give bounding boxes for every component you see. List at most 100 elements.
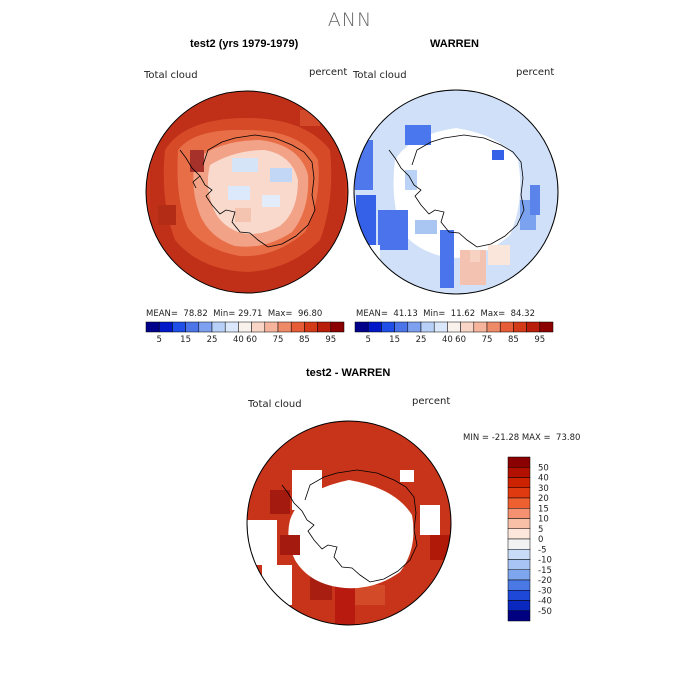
panel2-colorbar: 5 15 25 40 60 75 85 95 xyxy=(354,321,554,345)
colorbar-swatch xyxy=(507,559,531,570)
panel1-title: test2 (yrs 1979-1979) xyxy=(190,38,299,50)
colorbar-swatch xyxy=(433,321,448,333)
panel2-map-border xyxy=(353,89,559,295)
colorbar-swatch xyxy=(539,321,554,333)
colorbar-swatch xyxy=(507,467,531,478)
colorbar-swatch xyxy=(290,321,305,333)
colorbar-tick-label: 40 xyxy=(538,474,549,484)
colorbar-swatch xyxy=(507,497,531,509)
colorbar-swatch xyxy=(507,518,531,529)
page-title: ANN xyxy=(327,9,373,31)
panel3-stats: MIN = -21.28 MAX = 73.80 xyxy=(463,433,581,443)
colorbar-swatch xyxy=(317,321,332,333)
colorbar-swatch xyxy=(473,321,488,333)
colorbar-swatch xyxy=(507,528,531,540)
colorbar-swatch xyxy=(238,321,252,333)
panel1-coastline xyxy=(179,134,316,248)
colorbar-tick-label: 30 xyxy=(538,484,549,494)
colorbar-tick-label: 40 xyxy=(233,335,244,345)
colorbar-swatch xyxy=(264,321,279,333)
colorbar-swatch xyxy=(224,321,239,333)
colorbar-swatch xyxy=(507,569,531,581)
colorbar-tick-label: 40 xyxy=(442,335,453,345)
panel3-units: percent xyxy=(412,396,451,407)
colorbar-tick-label: -15 xyxy=(538,566,552,576)
panel2-map xyxy=(354,90,558,294)
colorbar-swatch xyxy=(198,321,213,333)
panel1-stats: MEAN= 78.82 Min= 29.71 Max= 96.80 xyxy=(146,309,323,319)
colorbar-tick-label: -20 xyxy=(538,576,552,586)
colorbar-swatch xyxy=(407,321,422,333)
colorbar-swatch xyxy=(420,321,435,333)
colorbar-tick-label: -30 xyxy=(538,586,552,596)
colorbar-tick-label: 60 xyxy=(455,335,466,345)
colorbar-swatch xyxy=(513,321,527,333)
colorbar-swatch xyxy=(507,549,531,560)
panel2-units: percent xyxy=(516,67,555,78)
panel2-variable: Total cloud xyxy=(353,70,407,81)
colorbar-swatch xyxy=(507,456,531,468)
panel3-map xyxy=(247,421,451,625)
colorbar-swatch xyxy=(507,487,531,499)
colorbar-tick-label: 25 xyxy=(207,335,218,345)
colorbar-swatch xyxy=(158,321,173,333)
colorbar-swatch xyxy=(330,321,345,333)
panel1-variable: Total cloud xyxy=(144,70,198,81)
colorbar-tick-label: -10 xyxy=(538,556,552,566)
colorbar-swatch xyxy=(507,600,531,611)
colorbar-tick-label: -50 xyxy=(538,607,552,617)
colorbar-tick-label: 15 xyxy=(180,335,191,345)
colorbar-tick-label: 75 xyxy=(482,335,493,345)
colorbar-tick-label: 50 xyxy=(538,463,549,473)
panel3-coastline xyxy=(281,469,418,583)
colorbar-swatch xyxy=(507,508,531,519)
colorbar-swatch xyxy=(526,321,541,333)
colorbar-tick-label: 95 xyxy=(325,335,336,345)
panel1-units: percent xyxy=(309,67,348,78)
colorbar-tick-label: 15 xyxy=(389,335,400,345)
colorbar-tick-label: 95 xyxy=(534,335,545,345)
colorbar-swatch xyxy=(145,321,160,333)
panel1-colorbar: 5 15 25 40 60 75 85 95 xyxy=(145,321,345,345)
panel1-map xyxy=(146,91,348,293)
colorbar-swatch xyxy=(507,590,531,601)
colorbar-swatch xyxy=(354,321,369,333)
panel2-stats: MEAN= 41.13 Min= 11.62 Max= 84.32 xyxy=(356,309,535,319)
colorbar-swatch xyxy=(499,321,514,333)
colorbar-tick-label: 75 xyxy=(273,335,284,345)
panel2-coastline xyxy=(388,134,525,248)
panel3-title: test2 - WARREN xyxy=(306,367,391,379)
colorbar-tick-label: -5 xyxy=(538,545,546,555)
panel3-variable: Total cloud xyxy=(248,399,302,410)
colorbar-swatch xyxy=(507,477,531,488)
colorbar-tick-label: 0 xyxy=(538,535,543,545)
colorbar-swatch xyxy=(185,321,200,333)
colorbar-tick-label: 5 xyxy=(538,525,543,535)
colorbar-swatch xyxy=(486,321,501,333)
panel3-map-border xyxy=(246,420,452,626)
colorbar-tick-label: 25 xyxy=(416,335,427,345)
colorbar-swatch xyxy=(507,538,531,550)
colorbar-tick-label: 5 xyxy=(365,335,370,345)
colorbar-tick-label: 10 xyxy=(538,515,549,525)
panel1-map-border xyxy=(145,90,349,294)
colorbar-swatch xyxy=(277,321,292,333)
colorbar-tick-label: 60 xyxy=(246,335,257,345)
colorbar-swatch xyxy=(460,321,475,333)
colorbar-swatch xyxy=(367,321,382,333)
colorbar-swatch xyxy=(507,610,531,622)
colorbar-tick-label: 85 xyxy=(508,335,519,345)
colorbar-tick-label: -40 xyxy=(538,597,552,607)
colorbar-swatch xyxy=(507,579,531,591)
colorbar-swatch xyxy=(172,321,186,333)
panel2-title: WARREN xyxy=(430,38,479,50)
colorbar-swatch xyxy=(304,321,318,333)
colorbar-tick-label: 85 xyxy=(299,335,310,345)
colorbar-swatch xyxy=(381,321,395,333)
colorbar-swatch xyxy=(211,321,226,333)
colorbar-swatch xyxy=(251,321,266,333)
colorbar-tick-label: 15 xyxy=(538,504,549,514)
colorbar-swatch xyxy=(394,321,409,333)
